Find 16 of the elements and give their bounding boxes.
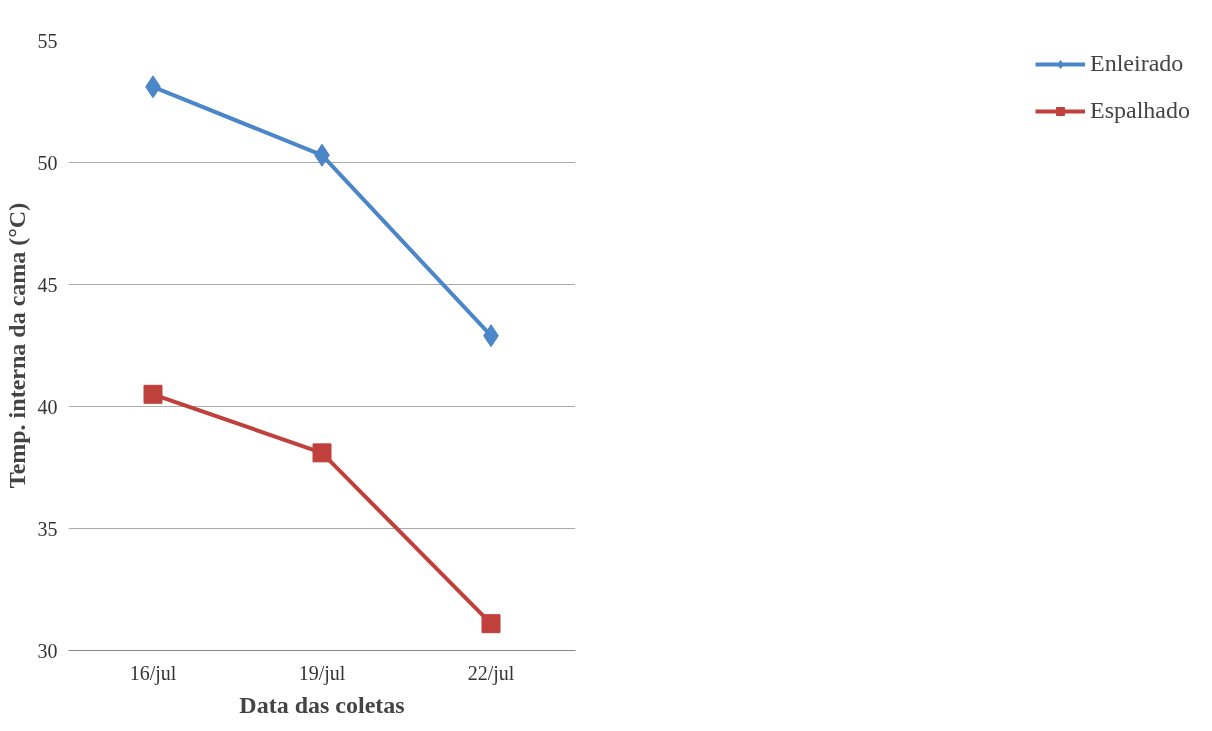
point: [312, 443, 332, 463]
x-tick-label: 16/jul: [129, 661, 177, 685]
y-tick-label: 45: [37, 273, 58, 296]
y-tick-label: 40: [37, 395, 58, 418]
point: [143, 384, 163, 404]
y-tick-label: 55: [37, 29, 58, 52]
x-tick-label: 19/jul: [298, 661, 346, 685]
y-tick-label: 35: [37, 517, 58, 540]
y-axis-title: Temp. interna da cama (°C): [3, 202, 30, 489]
y-tick-label: 50: [37, 151, 58, 174]
x-axis-title: Data das coletas: [239, 691, 405, 718]
y-tick-label: 30: [37, 639, 58, 662]
point: [481, 614, 501, 634]
x-tick-label: 22/jul: [467, 661, 515, 685]
legend-label: Espalhado: [1090, 97, 1190, 124]
legend-label: Enleirado: [1090, 50, 1184, 77]
